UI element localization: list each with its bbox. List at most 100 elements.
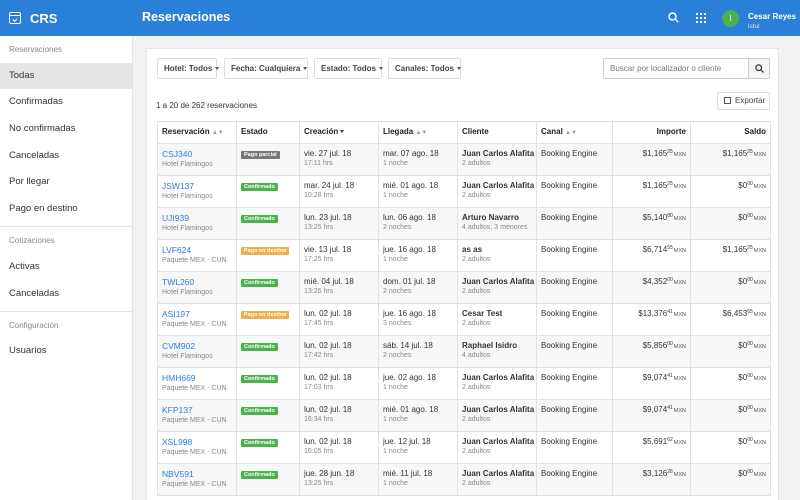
table-row[interactable]: TWL260 Hotel Flamingos Confirmado mié. 04 j… bbox=[157, 271, 771, 304]
cell-creacion: mié. 04 jul. 18 13:26 hrs bbox=[299, 271, 379, 304]
table-row[interactable]: KFP137 Paquete MEX - CUN Confirmado lun. 02… bbox=[157, 399, 771, 432]
client-name: Juan Carlos Alafita bbox=[462, 277, 535, 286]
sidebar-item-usuarios[interactable]: Usuarios bbox=[9, 345, 47, 356]
sort-desc-icon bbox=[340, 130, 345, 134]
amount-cents: 41 bbox=[667, 405, 673, 411]
arrival-date: lun. 06 ago. 18 bbox=[383, 213, 436, 222]
sidebar-item-cotizaciones-canceladas[interactable]: Canceladas bbox=[9, 288, 60, 299]
amount-cents: 41 bbox=[667, 309, 673, 315]
property-name: Paquete MEX - CUN bbox=[162, 257, 227, 264]
column-header-canal[interactable]: Canal ▲▼ bbox=[536, 121, 613, 144]
created-time: 17:25 hrs bbox=[304, 256, 334, 263]
search-icon bbox=[755, 64, 764, 73]
table-row[interactable]: NBV591 Paquete MEX - CUN Confirmado jue. 28… bbox=[157, 463, 771, 496]
arrival-date: jue. 12 jul. 18 bbox=[383, 437, 431, 446]
cell-estado: Confirmado bbox=[236, 463, 300, 496]
reservation-link[interactable]: CVM902 bbox=[162, 341, 196, 351]
cell-reservacion: XSL998 Paquete MEX - CUN bbox=[157, 431, 237, 464]
column-header-reservacion[interactable]: Reservación ▲▼ bbox=[157, 121, 237, 144]
created-date: lun. 02 jul. 18 bbox=[304, 309, 352, 318]
balance-cents: 65 bbox=[747, 309, 753, 315]
created-time: 16:05 hrs bbox=[304, 448, 334, 455]
column-label: Importe bbox=[656, 127, 686, 136]
reservation-link[interactable]: TWL260 bbox=[162, 277, 195, 287]
table-row[interactable]: UJI939 Hotel Flamingos Confirmado lun. 23 j… bbox=[157, 207, 771, 240]
column-header-creacion[interactable]: Creación bbox=[299, 121, 379, 144]
user-name[interactable]: Cesar Reyes bbox=[748, 12, 797, 21]
currency: MXN bbox=[753, 216, 766, 222]
reservations-table: Reservación ▲▼ Estado Creación Llegada ▲… bbox=[157, 121, 771, 496]
cell-canal: Booking Engine bbox=[536, 271, 613, 304]
status-badge: Confirmado bbox=[241, 375, 278, 383]
sidebar-divider bbox=[0, 226, 133, 227]
cell-importe: $6,71455MXN bbox=[612, 239, 691, 272]
balance-cents: 00 bbox=[747, 341, 753, 347]
client-name: Juan Carlos Alafita bbox=[462, 149, 535, 158]
table-row[interactable]: CVM902 Hotel Flamingos Confirmado lun. 02 j… bbox=[157, 335, 771, 368]
cell-cliente: Juan Carlos Alafita 2 adultos bbox=[457, 463, 537, 496]
sidebar-item-todas[interactable]: Todas bbox=[0, 63, 133, 89]
guests: 2 adultos bbox=[462, 288, 491, 295]
calendar-check-icon bbox=[9, 12, 21, 24]
cell-cliente: Juan Carlos Alafita 2 adultos bbox=[457, 367, 537, 400]
cell-llegada: mié. 01 ago. 18 1 noche bbox=[378, 399, 458, 432]
sidebar-item-canceladas[interactable]: Canceladas bbox=[9, 150, 60, 161]
filter-estado[interactable]: Estado: Todos bbox=[314, 58, 383, 79]
cell-canal: Booking Engine bbox=[536, 143, 613, 176]
cell-estado: Confirmado bbox=[236, 399, 300, 432]
currency: MXN bbox=[673, 472, 686, 478]
reservation-link[interactable]: HMH669 bbox=[162, 373, 196, 383]
table-row[interactable]: HMH669 Paquete MEX - CUN Confirmado lun. 02… bbox=[157, 367, 771, 400]
reservation-link[interactable]: ASI197 bbox=[162, 309, 190, 319]
table-row[interactable]: XSL998 Paquete MEX - CUN Confirmado lun. 02… bbox=[157, 431, 771, 464]
reservation-link[interactable]: UJI939 bbox=[162, 213, 189, 223]
reservation-link[interactable]: JSW137 bbox=[162, 181, 195, 191]
cell-estado: Confirmado bbox=[236, 335, 300, 368]
brand[interactable]: CRS bbox=[0, 0, 133, 36]
export-button[interactable]: Exportar bbox=[717, 92, 770, 110]
cell-canal: Booking Engine bbox=[536, 367, 613, 400]
page-title: Reservaciones bbox=[142, 10, 231, 24]
table-row[interactable]: LVF624 Paquete MEX - CUN Pago en destino vi… bbox=[157, 239, 771, 272]
channel: Booking Engine bbox=[541, 469, 598, 478]
balance: $0 bbox=[738, 405, 748, 414]
currency: MXN bbox=[673, 344, 686, 350]
sidebar-item-no-confirmadas[interactable]: No confirmadas bbox=[9, 123, 76, 134]
table-row[interactable]: CSJ340 Hotel Flamingos Pago parcial vie. 27… bbox=[157, 143, 771, 176]
sidebar-divider bbox=[0, 311, 133, 312]
reservation-link[interactable]: XSL998 bbox=[162, 437, 193, 447]
cell-cliente: Arturo Navarro 4 adultos, 3 menores bbox=[457, 207, 537, 240]
cell-reservacion: UJI939 Hotel Flamingos bbox=[157, 207, 237, 240]
amount-cents: 41 bbox=[667, 373, 673, 379]
sidebar-item-activas[interactable]: Activas bbox=[9, 261, 40, 272]
column-label: Reservación bbox=[162, 127, 210, 136]
created-time: 13:25 hrs bbox=[304, 224, 334, 231]
cell-llegada: mié. 01 ago. 18 1 noche bbox=[378, 175, 458, 208]
sidebar-item-por-llegar[interactable]: Por llegar bbox=[9, 176, 50, 187]
apps-grid-icon[interactable] bbox=[696, 13, 706, 23]
status-badge: Confirmado bbox=[241, 183, 278, 191]
search-button[interactable] bbox=[748, 58, 770, 79]
sidebar-item-pago-en-destino[interactable]: Pago en destino bbox=[9, 203, 78, 214]
search-input[interactable] bbox=[603, 58, 749, 79]
balance: $1,165 bbox=[722, 245, 748, 254]
column-header-llegada[interactable]: Llegada ▲▼ bbox=[378, 121, 458, 144]
table-row[interactable]: JSW137 Hotel Flamingos Confirmado mar. 24 j… bbox=[157, 175, 771, 208]
column-label: Creación bbox=[304, 127, 339, 136]
reservation-link[interactable]: NBV591 bbox=[162, 469, 194, 479]
filter-fecha[interactable]: Fecha: Cualquiera bbox=[224, 58, 308, 79]
reservation-link[interactable]: KFP137 bbox=[162, 405, 193, 415]
balance-cents: 00 bbox=[747, 213, 753, 219]
sidebar-item-confirmadas[interactable]: Confirmadas bbox=[9, 96, 63, 107]
search-icon[interactable] bbox=[668, 12, 679, 23]
filter-hotel[interactable]: Hotel: Todos bbox=[157, 58, 220, 79]
table-row[interactable]: ASI197 Paquete MEX - CUN Pago en destino lu… bbox=[157, 303, 771, 336]
reservation-link[interactable]: LVF624 bbox=[162, 245, 192, 255]
cell-reservacion: HMH669 Paquete MEX - CUN bbox=[157, 367, 237, 400]
cell-cliente: Juan Carlos Alafita 2 adultos bbox=[457, 175, 537, 208]
cell-canal: Booking Engine bbox=[536, 399, 613, 432]
reservation-link[interactable]: CSJ340 bbox=[162, 149, 193, 159]
avatar[interactable]: I bbox=[722, 10, 739, 27]
cell-saldo: $000MXN bbox=[690, 367, 771, 400]
filter-canales[interactable]: Canales: Todos bbox=[388, 58, 461, 79]
